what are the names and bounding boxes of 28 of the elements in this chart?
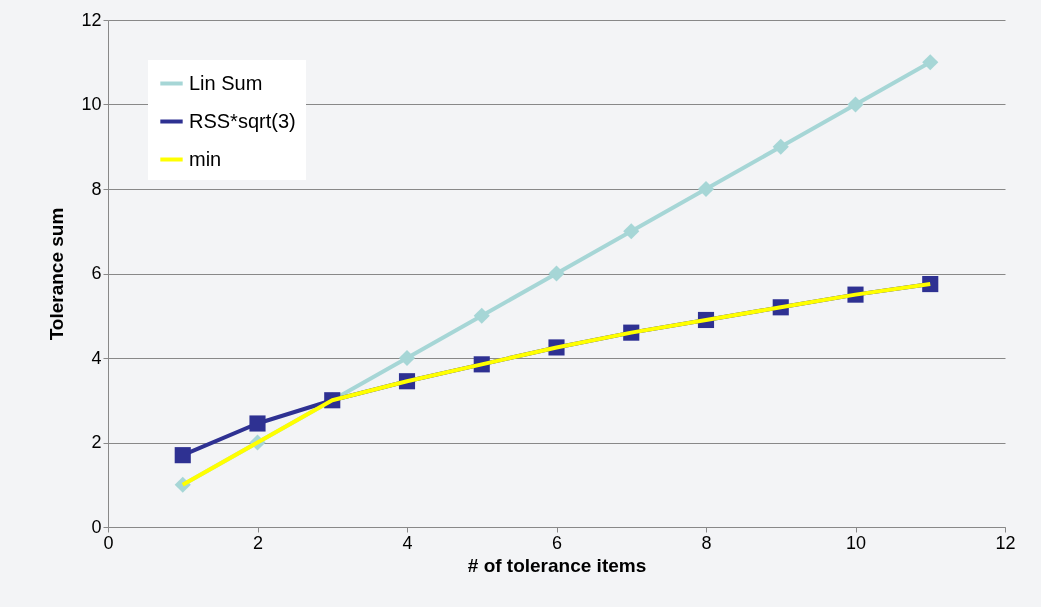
legend-label: RSS*sqrt(3) <box>189 109 296 132</box>
point <box>174 447 191 464</box>
x-tick-label: 8 <box>701 532 712 553</box>
legend-label: Lin Sum <box>189 71 263 94</box>
y-tick-label: 4 <box>91 347 102 368</box>
y-tick-label: 10 <box>81 94 102 114</box>
y-tick-label: 2 <box>91 432 102 452</box>
x-tick-label: 6 <box>551 532 563 553</box>
x-tick-label: 2 <box>252 532 264 553</box>
x-axis-title: # of tolerance items <box>467 554 647 576</box>
point <box>623 223 640 240</box>
y-tick-label: 12 <box>81 9 102 30</box>
x-tick-label: 12 <box>995 532 1016 553</box>
point <box>697 180 715 198</box>
point <box>772 138 789 155</box>
y-axis-title: Tolerance sum <box>46 207 68 341</box>
point <box>249 415 266 432</box>
point <box>398 349 416 367</box>
y-tick-label: 6 <box>91 263 102 283</box>
x-tick-label: 10 <box>845 532 867 553</box>
point <box>847 96 864 113</box>
legend-label: min <box>189 147 222 170</box>
y-tick-label: 8 <box>91 178 102 199</box>
y-tick-label: 0 <box>91 516 102 537</box>
point <box>473 307 490 324</box>
x-tick-label: 4 <box>402 532 413 553</box>
point <box>548 265 565 282</box>
point <box>922 54 939 71</box>
